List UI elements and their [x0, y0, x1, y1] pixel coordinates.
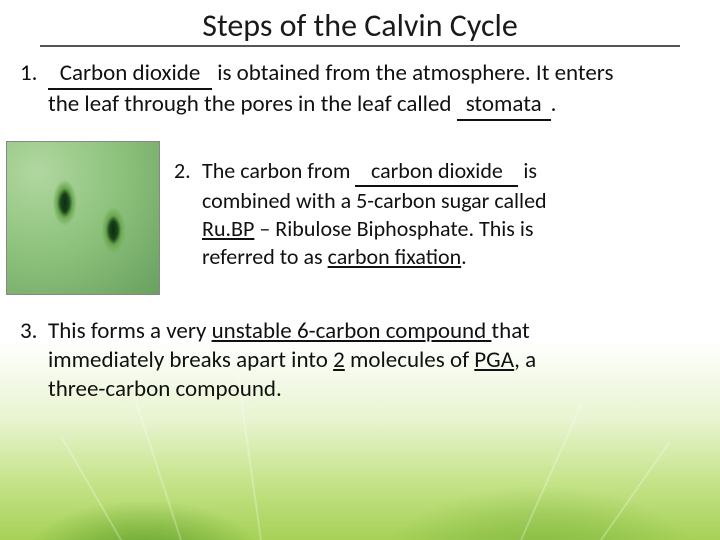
- step-2-row: 2.The carbon from carbon dioxide is comb…: [0, 141, 720, 295]
- rubp: Ru.BP: [202, 215, 254, 242]
- blank-stomata: stomata: [457, 90, 551, 121]
- slide-title: Steps of the Calvin Cycle: [40, 0, 680, 47]
- step-3-text-b: that: [491, 317, 529, 345]
- blank-carbon-dioxide-2: carbon dioxide: [355, 157, 518, 187]
- step-2-period: .: [461, 243, 467, 270]
- blank-carbon-dioxide: Carbon dioxide: [48, 59, 212, 90]
- step-3-text-a: This forms a very: [48, 317, 212, 345]
- step-1-text-b: the leaf through the pores in the leaf c…: [20, 90, 457, 118]
- fill-carbon-dioxide: Carbon dioxide: [48, 59, 212, 88]
- slide: Steps of the Calvin Cycle 1. Carbon diox…: [0, 0, 720, 540]
- step-2-text-c: combined with a 5-carbon sugar called: [174, 187, 547, 215]
- unstable-compound: unstable 6-carbon compound: [212, 317, 492, 345]
- step-2-text-e: referred to as: [202, 243, 328, 270]
- fill-stomata: stomata: [457, 90, 551, 119]
- stomata-image: [6, 141, 160, 295]
- step-2-text-b: is: [518, 157, 537, 184]
- two: 2: [333, 346, 345, 374]
- step-3-text-e: , a: [514, 346, 536, 374]
- step-1-text-a: is obtained from the atmosphere. It ente…: [212, 59, 613, 87]
- step-1-period: .: [551, 90, 557, 118]
- step-1: 1. Carbon dioxide is obtained from the a…: [0, 55, 720, 121]
- step-2-text-a: The carbon from: [202, 157, 355, 184]
- step-1-number: 1.: [20, 59, 48, 88]
- step-2-text-d: – Ribulose Biphosphate. This is: [254, 215, 533, 242]
- carbon-fixation: carbon fixation: [328, 243, 462, 270]
- step-2: 2.The carbon from carbon dioxide is comb…: [174, 141, 547, 272]
- step-3: 3.This forms a very unstable 6-carbon co…: [0, 295, 720, 405]
- step-3-number: 3.: [20, 317, 48, 346]
- fill-carbon-dioxide-2: carbon dioxide: [355, 157, 518, 185]
- step-3-text-f: three-carbon compound.: [20, 375, 696, 404]
- step-3-text-d: molecules of: [345, 346, 475, 374]
- pga: PGA: [474, 346, 514, 374]
- step-3-text-c: immediately breaks apart into: [48, 346, 333, 374]
- step-2-number: 2.: [174, 157, 202, 185]
